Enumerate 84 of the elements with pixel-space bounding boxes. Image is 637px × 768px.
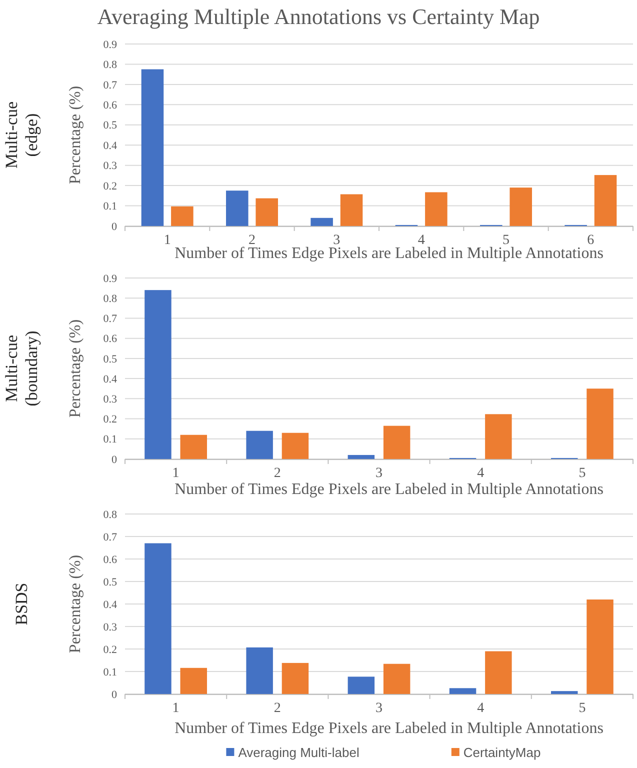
y-tick-label: 0.2 — [103, 644, 117, 656]
bar — [348, 454, 375, 459]
bar — [256, 198, 278, 226]
x-tick-label: 3 — [376, 701, 382, 716]
y-axis-title: Percentage (%) — [67, 86, 84, 184]
text: Multi-cue (edge) — [2, 101, 41, 169]
y-tick-label: 0 — [112, 454, 118, 466]
y-tick-label: 0.3 — [103, 621, 118, 634]
y-tick-label: 0.5 — [103, 353, 118, 366]
y-tick-label: 0.9 — [103, 272, 118, 285]
x-axis-title: Number of Times Edge Pixels are Labeled in Multiple Annotations — [174, 481, 604, 498]
x-tick-label: 1 — [172, 701, 180, 716]
bar — [141, 69, 164, 226]
y-tick-label: 0.6 — [103, 100, 118, 112]
bar — [246, 647, 273, 694]
y-tick-label: 0.5 — [103, 576, 118, 588]
bar — [226, 190, 248, 226]
x-tick-label: 2 — [248, 233, 256, 248]
y-tick-label: 0.7 — [103, 313, 118, 326]
bar — [171, 206, 194, 226]
bar — [180, 434, 207, 459]
y-tick-label: 0.1 — [103, 200, 117, 213]
y-tick-label: 0.4 — [103, 140, 118, 152]
bar — [594, 175, 617, 226]
bar — [282, 432, 309, 459]
x-tick-label: 5 — [578, 466, 586, 481]
x-tick-label: 5 — [502, 233, 510, 248]
y-tick-label: 0.1 — [103, 666, 117, 678]
x-tick-label: 6 — [587, 233, 594, 248]
bar — [485, 651, 512, 694]
y-tick-label: 0.5 — [103, 120, 118, 132]
bar — [246, 430, 273, 459]
text: BSDS — [12, 582, 31, 626]
bar — [180, 668, 207, 694]
y-axis-title: Percentage (%) — [67, 319, 84, 418]
bar — [510, 188, 532, 226]
y-tick-label: 0.6 — [103, 333, 118, 346]
chart-title: Averaging Multiple Annotations vs Certainty Map — [97, 4, 540, 29]
y-tick-label: 0.8 — [103, 292, 118, 305]
y-tick-label: 0.3 — [103, 394, 118, 406]
bar — [551, 691, 578, 694]
bar — [383, 664, 410, 694]
y-tick-label: 0.7 — [103, 79, 118, 92]
y-tick-label: 0.2 — [103, 180, 117, 192]
y-axis-title: Percentage (%) — [67, 554, 84, 654]
x-tick-label: 3 — [376, 466, 382, 481]
y-tick-label: 0.4 — [103, 598, 118, 611]
bar — [340, 194, 363, 226]
x-tick-label: 4 — [418, 233, 425, 248]
y-tick-label: 0.8 — [103, 508, 118, 521]
bar — [383, 426, 410, 459]
y-tick-label: 0.7 — [103, 531, 118, 544]
bar — [425, 192, 448, 226]
y-tick-label: 0.4 — [103, 373, 118, 386]
x-axis-title: Number of Times Edge Pixels are Labeled in Multiple Annotations — [174, 245, 604, 262]
x-tick-label: 3 — [333, 233, 340, 248]
y-tick-label: 0.1 — [103, 434, 117, 446]
x-tick-label: 1 — [164, 233, 171, 248]
bar — [348, 676, 375, 694]
bar — [586, 600, 614, 694]
bar — [144, 290, 172, 459]
x-tick-label: 2 — [274, 701, 281, 716]
bar — [449, 688, 476, 694]
legend-label: CertaintyMap — [463, 745, 541, 760]
x-tick-label: 4 — [477, 466, 484, 481]
bar — [282, 662, 309, 694]
bar — [485, 414, 512, 459]
x-tick-label: 5 — [578, 701, 586, 716]
bar — [144, 543, 172, 694]
x-axis-title: Number of Times Edge Pixels are Labeled in Multiple Annotations — [174, 720, 604, 737]
y-tick-label: 0.6 — [103, 554, 118, 566]
y-tick-label: 0 — [112, 688, 118, 701]
y-tick-label: 0.3 — [103, 160, 118, 172]
y-tick-label: 0.8 — [103, 59, 118, 72]
y-tick-label: 0.2 — [103, 414, 117, 426]
x-tick-label: 4 — [477, 701, 484, 716]
text: Multi-cue (boundary) — [2, 330, 41, 406]
bar — [586, 388, 614, 459]
y-tick-label: 0 — [112, 220, 118, 233]
x-tick-label: 2 — [274, 466, 281, 481]
legend-label: Averaging Multi-label — [238, 745, 360, 760]
x-tick-label: 1 — [172, 466, 180, 481]
bar — [310, 218, 333, 226]
y-tick-label: 0.9 — [103, 38, 118, 51]
